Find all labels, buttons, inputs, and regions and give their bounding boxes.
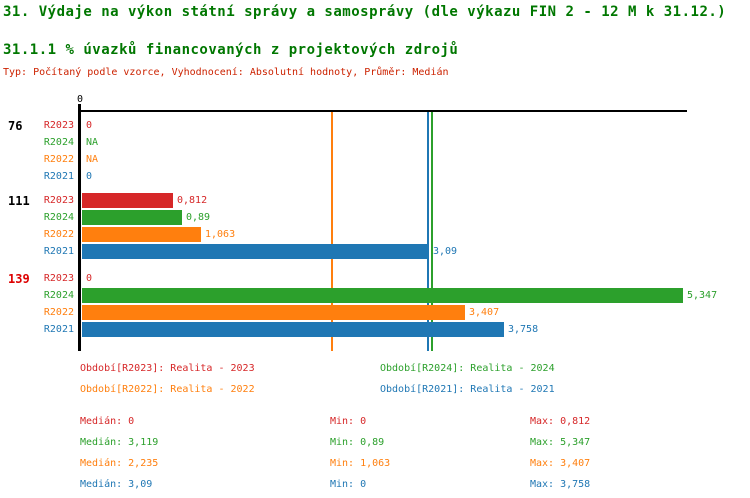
series-label: R2024: [43, 137, 74, 148]
series-label: R2022: [43, 229, 74, 240]
stat-cell: Min: 0,89: [330, 437, 385, 448]
legend-item: Období[R2022]: Realita - 2022: [80, 384, 255, 395]
median-R2022-line: [331, 112, 333, 351]
stat-cell: Min: 0: [330, 479, 367, 490]
legend-item: Období[R2021]: Realita - 2021: [380, 384, 555, 395]
series-label: R2021: [43, 171, 74, 182]
value-label: NA: [86, 137, 99, 148]
stat-cell: Max: 0,812: [530, 416, 591, 427]
stat-cell: Medián: 2,235: [80, 458, 159, 469]
stat-cell: Max: 3,407: [530, 458, 591, 469]
value-label: 0: [86, 120, 93, 131]
series-label: R2021: [43, 246, 74, 257]
median-R2024-line: [431, 112, 433, 351]
series-label: R2023: [43, 273, 74, 284]
page-title: 31. Výdaje na výkon státní správy a samo…: [3, 4, 727, 20]
group-label-111: 111: [8, 194, 30, 208]
value-label: NA: [86, 154, 99, 165]
bar-R2022-139: [82, 305, 465, 320]
value-label: 3,09: [433, 246, 458, 257]
bar-R2022-111: [82, 227, 201, 242]
value-label: 1,063: [205, 229, 236, 240]
series-label: R2022: [43, 307, 74, 318]
bar-R2023-111: [82, 193, 173, 208]
bar-R2024-139: [82, 288, 683, 303]
stat-cell: Min: 1,063: [330, 458, 391, 469]
group-label-76: 76: [8, 119, 23, 133]
stat-cell: Max: 5,347: [530, 437, 591, 448]
stat-cell: Medián: 3,119: [80, 437, 159, 448]
median-R2021-line: [427, 112, 429, 351]
legend-item: Období[R2024]: Realita - 2024: [380, 363, 555, 374]
stat-cell: Min: 0: [330, 416, 367, 427]
group-label-139: 139: [8, 272, 30, 286]
value-label: 0,89: [186, 212, 211, 223]
value-label: 5,347: [687, 290, 718, 301]
indicator-subtitle: 31.1.1 % úvazků financovaných z projekto…: [3, 42, 459, 58]
value-label: 3,407: [469, 307, 500, 318]
series-label: R2023: [43, 120, 74, 131]
value-label: 0: [86, 273, 93, 284]
stat-cell: Max: 3,758: [530, 479, 591, 490]
legend-item: Období[R2023]: Realita - 2023: [80, 363, 255, 374]
series-label: R2021: [43, 324, 74, 335]
indicator-meta-line: Typ: Počítaný podle vzorce, Vyhodnocení:…: [3, 67, 449, 78]
value-label: 0: [86, 171, 93, 182]
bar-R2021-139: [82, 322, 504, 337]
value-label: 3,758: [508, 324, 539, 335]
x-axis-tick-label-0: 0: [76, 94, 84, 105]
series-label: R2024: [43, 212, 74, 223]
stat-cell: Medián: 3,09: [80, 479, 153, 490]
bar-R2021-111: [82, 244, 429, 259]
bar-R2024-111: [82, 210, 182, 225]
zero-gridline: [78, 104, 81, 351]
stat-cell: Medián: 0: [80, 416, 135, 427]
series-label: R2022: [43, 154, 74, 165]
x-axis-line: [80, 110, 687, 112]
series-label: R2023: [43, 195, 74, 206]
value-label: 0,812: [177, 195, 208, 206]
series-label: R2024: [43, 290, 74, 301]
